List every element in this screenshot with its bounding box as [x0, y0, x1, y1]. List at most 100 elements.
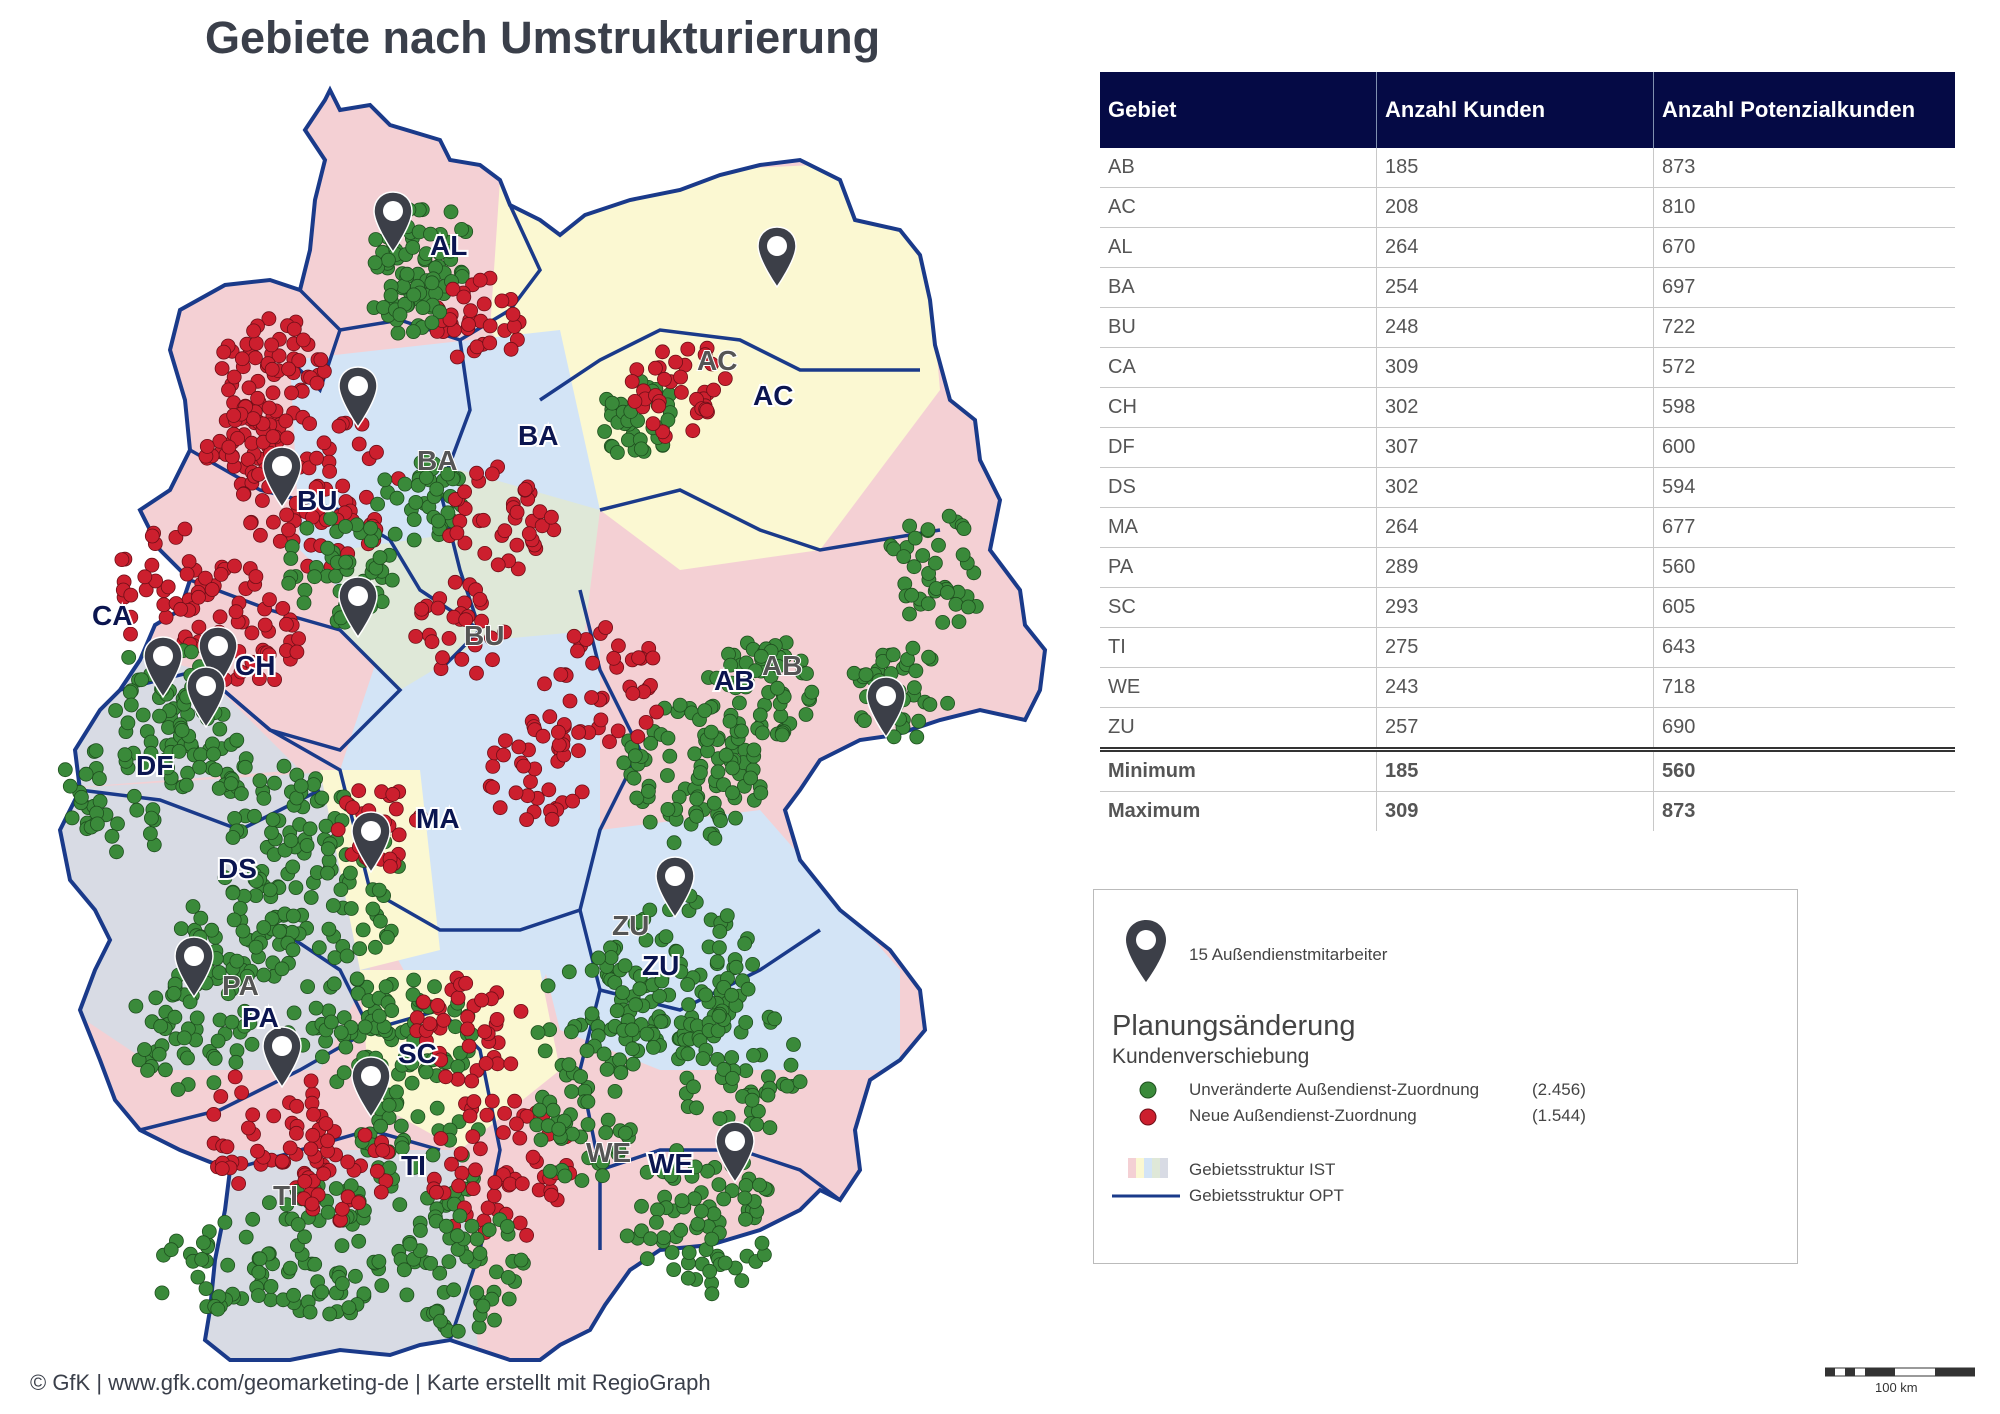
customer-dot-unchanged [909, 729, 925, 745]
table-row[interactable]: AC 208 810 [1100, 187, 1955, 228]
customer-dot-unchanged [955, 547, 971, 563]
table-row[interactable]: BA 254 697 [1100, 267, 1955, 308]
territory-label-ma-opt: MA [416, 803, 460, 834]
customer-dot-new [306, 1107, 321, 1122]
table-row[interactable]: ZU 257 690 [1100, 707, 1955, 750]
customer-dot-unchanged [383, 288, 399, 303]
territory-label-ba-ist: BA [417, 445, 457, 476]
customer-dot-new [704, 356, 720, 372]
customer-dot-new [382, 859, 398, 874]
customer-dot-new [631, 650, 646, 666]
customer-dot-unchanged [792, 1074, 808, 1090]
customer-dot-unchanged [394, 1140, 410, 1156]
customer-dot-new [492, 800, 508, 816]
staff-pin-icon[interactable] [866, 676, 906, 739]
customer-dot-new [227, 1069, 243, 1085]
staff-pin-icon[interactable] [338, 576, 378, 639]
staff-pin-icon[interactable] [655, 856, 695, 919]
table-row[interactable]: BU 248 722 [1100, 307, 1955, 348]
customer-dot-unchanged [227, 811, 243, 826]
customer-dot-new [265, 429, 281, 445]
customer-dot-new [566, 628, 582, 644]
staff-pin-icon[interactable] [373, 191, 413, 254]
customer-dot-unchanged [208, 762, 223, 778]
customer-dot-unchanged [711, 1008, 727, 1024]
customer-dot-unchanged [886, 541, 902, 557]
customer-dot-new [409, 1010, 425, 1026]
cell-gebiet: WE [1100, 667, 1377, 708]
customer-dot-unchanged [78, 766, 94, 782]
customer-dot-unchanged [303, 890, 319, 905]
staff-pin-icon[interactable] [757, 226, 797, 289]
customer-dot-unchanged [104, 828, 120, 844]
customer-dot-unchanged [681, 997, 696, 1013]
customer-dot-unchanged [173, 921, 189, 936]
customer-dot-unchanged [604, 395, 620, 411]
cell-kunden: 208 [1376, 187, 1654, 228]
customer-dot-unchanged [195, 1235, 211, 1251]
customer-dot-unchanged [323, 1014, 339, 1030]
staff-pin-icon[interactable] [338, 366, 378, 429]
customer-dot-unchanged [906, 559, 922, 575]
staff-pin-icon[interactable] [174, 936, 214, 999]
customer-dot-new [369, 1163, 385, 1179]
table-row[interactable]: AB 185 873 [1100, 148, 1955, 188]
customer-dot-unchanged [263, 1292, 279, 1308]
staff-pin-icon[interactable] [198, 626, 238, 689]
customer-dot-unchanged [158, 1062, 173, 1078]
summary-kunden: 185 [1376, 747, 1654, 792]
col-header-gebiet[interactable]: Gebiet [1100, 72, 1377, 148]
table-row[interactable]: DS 302 594 [1100, 467, 1955, 508]
table-row[interactable]: PA 289 560 [1100, 547, 1955, 588]
cell-potenzial: 605 [1653, 587, 1955, 628]
table-row[interactable]: MA 264 677 [1100, 507, 1955, 548]
staff-pin-icon[interactable] [186, 666, 226, 729]
customer-dot-unchanged [652, 988, 667, 1004]
staff-pin-icon[interactable] [262, 1026, 302, 1089]
customer-dot-unchanged [680, 1270, 696, 1286]
col-header-potenzial[interactable]: Anzahl Potenzialkunden [1653, 72, 1955, 148]
staff-pin-icon[interactable] [715, 1121, 755, 1184]
customer-dot-unchanged [62, 778, 78, 794]
customer-dot-unchanged [743, 770, 758, 786]
customer-dot-unchanged [425, 1147, 441, 1163]
table-row[interactable]: CH 302 598 [1100, 387, 1955, 428]
customer-dot-unchanged [450, 1059, 466, 1074]
table-row[interactable]: AL 264 670 [1100, 227, 1955, 268]
customer-dot-unchanged [220, 1257, 236, 1273]
table-row[interactable]: TI 275 643 [1100, 627, 1955, 668]
col-header-kunden[interactable]: Anzahl Kunden [1376, 72, 1654, 148]
territory-table: Gebiet Anzahl Kunden Anzahl Potenzialkun… [1100, 72, 1955, 831]
customer-dot-new [472, 592, 488, 607]
staff-pin-icon[interactable] [143, 636, 183, 699]
customer-dot-unchanged [638, 932, 654, 948]
customer-dot-unchanged [167, 1009, 183, 1025]
customer-dot-unchanged [178, 777, 194, 793]
staff-pin-icon[interactable] [351, 811, 391, 874]
staff-pin-icon[interactable] [262, 446, 302, 509]
customer-dot-new [433, 1131, 449, 1146]
customer-dot-unchanged [235, 923, 251, 939]
table-row[interactable]: WE 243 718 [1100, 667, 1955, 708]
customer-dot-new [474, 613, 490, 629]
table-row[interactable]: DF 307 600 [1100, 427, 1955, 468]
staff-pin-icon[interactable] [351, 1056, 391, 1119]
customer-dot-unchanged [120, 715, 136, 731]
customer-dot-new [574, 784, 590, 800]
customer-dot-unchanged [565, 1126, 580, 1142]
customer-dot-unchanged [418, 453, 434, 469]
scale-bar-label: 100 km [1875, 1380, 1918, 1395]
customer-dot-new [303, 1073, 319, 1089]
table-row[interactable]: SC 293 605 [1100, 587, 1955, 628]
customer-dot-new [510, 561, 526, 577]
customer-dot-unchanged [393, 1118, 409, 1134]
customer-dot-unchanged [487, 1312, 502, 1328]
table-row[interactable]: CA 309 572 [1100, 347, 1955, 388]
customer-dot-unchanged [286, 1005, 302, 1021]
cell-potenzial: 670 [1653, 227, 1955, 268]
customer-dot-unchanged [406, 532, 422, 548]
customer-dot-new [351, 436, 367, 452]
customer-dot-unchanged [267, 775, 282, 791]
customer-dot-new [512, 1215, 528, 1231]
